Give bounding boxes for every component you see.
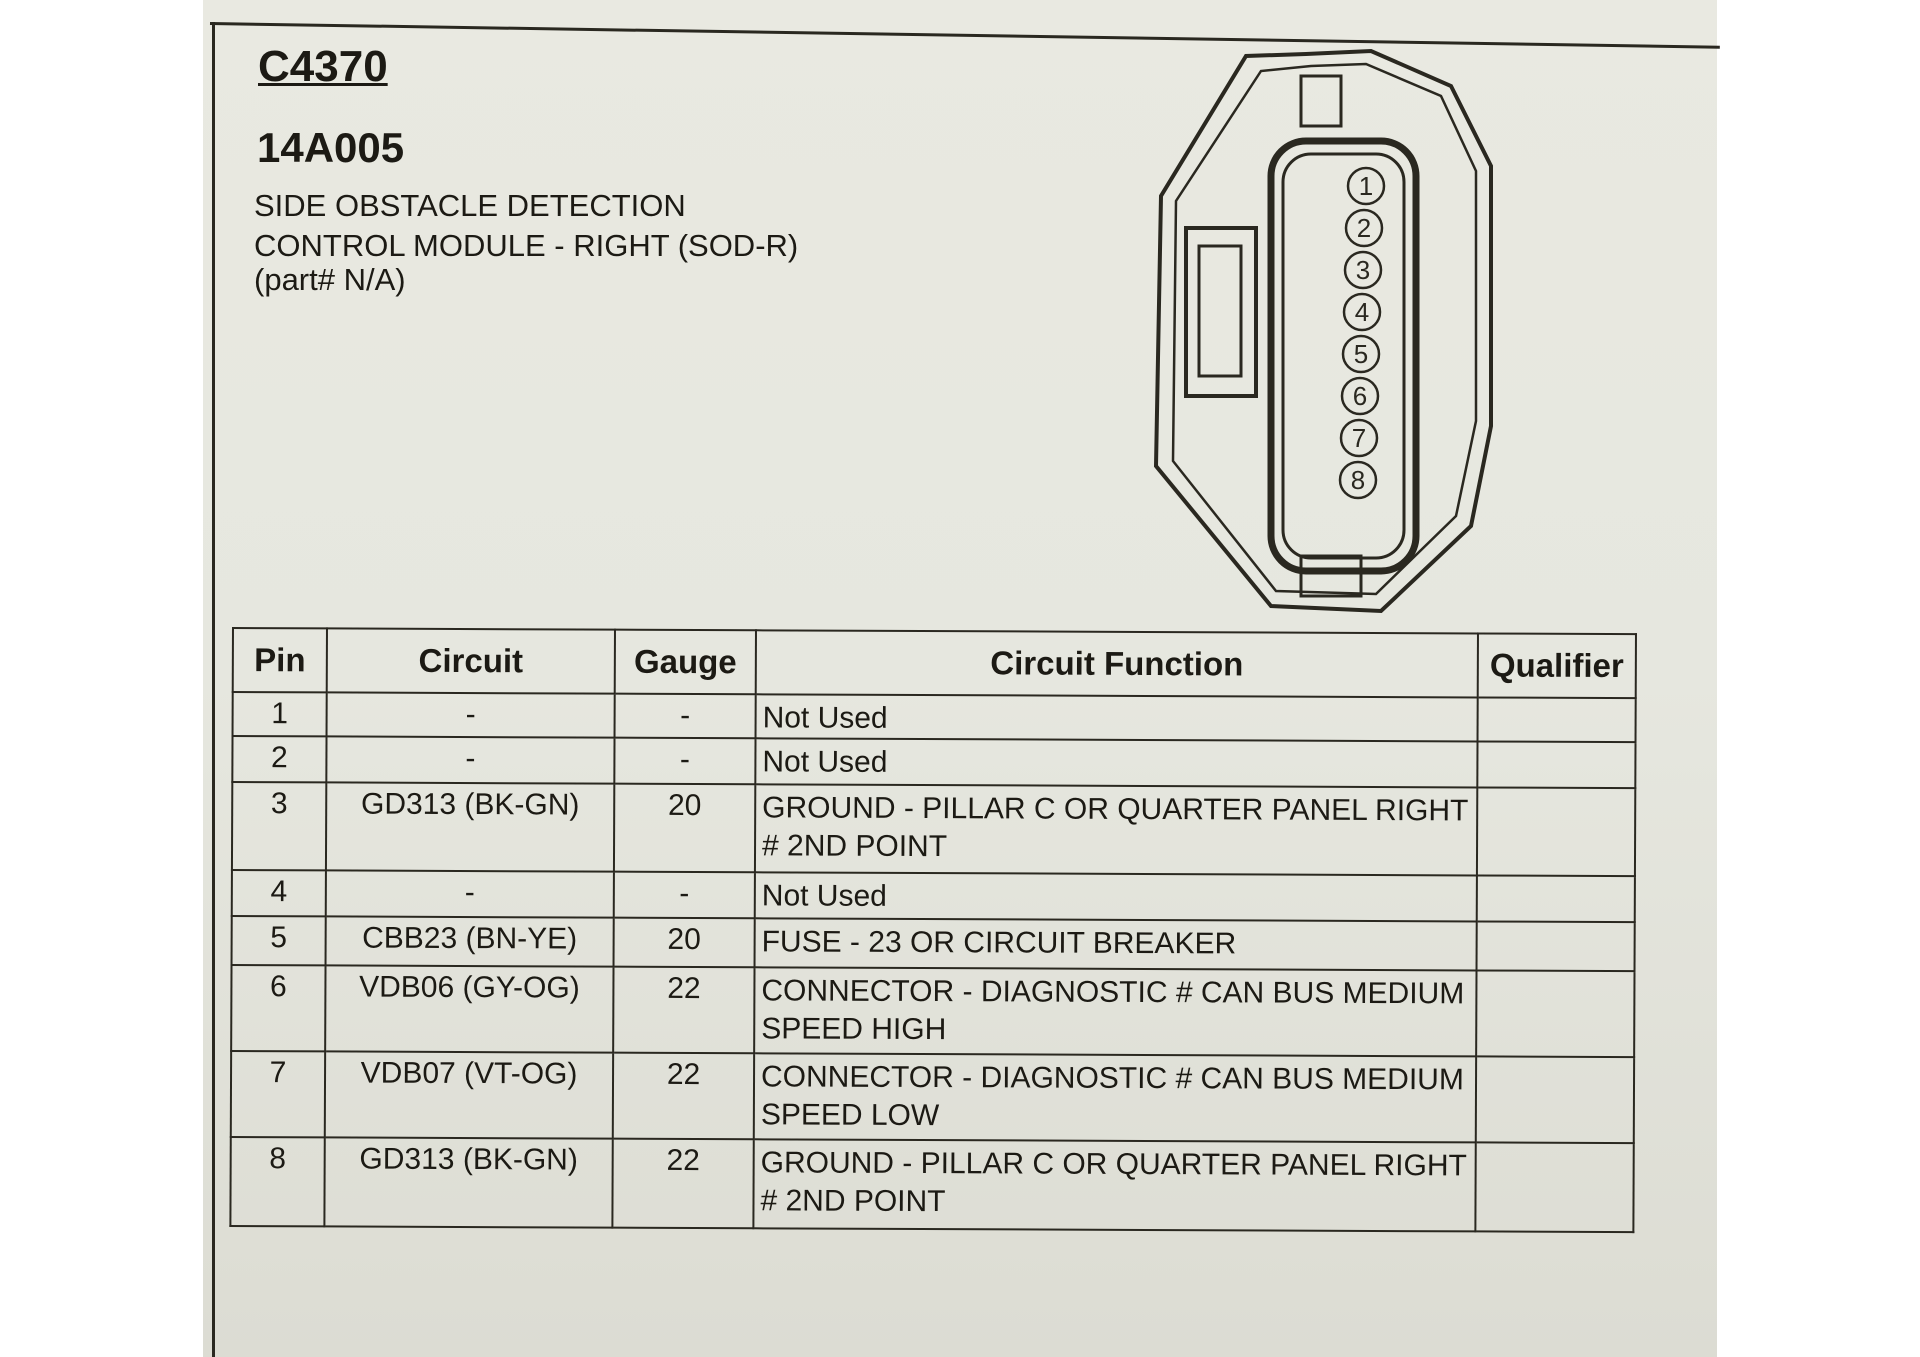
table-row: 8 GD313 (BK-GN) 22 GROUND - PILLAR C OR QUA… <box>230 1136 1634 1233</box>
svg-text:2: 2 <box>1357 213 1371 243</box>
cell-gauge: 22 <box>613 966 755 1054</box>
cell-function: Not Used <box>755 738 1478 788</box>
svg-text:1: 1 <box>1359 171 1373 201</box>
cell-function: FUSE - 23 OR CIRCUIT BREAKER <box>754 918 1477 971</box>
cell-circuit: VDB06 (GY-OG) <box>325 965 614 1053</box>
cell-pin: 4 <box>231 870 326 917</box>
cell-pin: 3 <box>231 782 327 871</box>
pin-7: 7 <box>1339 418 1379 458</box>
cell-gauge: 20 <box>613 783 756 873</box>
frame-border-left <box>212 22 215 1357</box>
svg-text:5: 5 <box>1354 339 1368 369</box>
header-gauge: Gauge <box>614 629 756 695</box>
cell-function: CONNECTOR - DIAGNOSTIC # CAN BUS MEDIUM … <box>754 967 1477 1057</box>
cell-circuit: GD313 (BK-GN) <box>324 1137 613 1228</box>
cell-function: GROUND - PILLAR C OR QUARTER PANEL RIGHT… <box>753 1139 1476 1232</box>
svg-text:6: 6 <box>1353 381 1367 411</box>
description-line: (part# N/A) <box>254 262 406 297</box>
cell-qualifier <box>1476 787 1636 877</box>
pin-3: 3 <box>1343 250 1383 290</box>
header-circuit-function: Circuit Function <box>755 630 1478 698</box>
cell-pin: 1 <box>232 692 327 737</box>
svg-text:8: 8 <box>1351 465 1365 495</box>
cell-circuit: GD313 (BK-GN) <box>325 782 615 872</box>
cell-qualifier <box>1477 741 1636 789</box>
pin-6: 6 <box>1340 376 1380 416</box>
table-row: 4- - Not Used <box>231 870 1635 923</box>
pin-5: 5 <box>1341 334 1381 374</box>
cell-function: GROUND - PILLAR C OR QUARTER PANEL RIGHT… <box>754 784 1478 876</box>
header-circuit: Circuit <box>326 628 615 694</box>
description-line: CONTROL MODULE - RIGHT (SOD-R) <box>254 228 799 263</box>
svg-text:3: 3 <box>1356 255 1370 285</box>
cell-pin: 7 <box>230 1051 326 1138</box>
cell-gauge: 20 <box>613 917 755 968</box>
cell-function: CONNECTOR - DIAGNOSTIC # CAN BUS MEDIUM … <box>753 1053 1477 1143</box>
component-number: 14A005 <box>257 124 405 171</box>
cell-qualifier <box>1477 697 1636 743</box>
cell-pin: 8 <box>230 1136 325 1227</box>
cell-gauge: 22 <box>612 1138 754 1229</box>
svg-text:4: 4 <box>1355 297 1369 327</box>
cell-qualifier <box>1475 1056 1635 1144</box>
cell-circuit: - <box>325 870 614 918</box>
description-line: SIDE OBSTACLE DETECTION <box>254 188 686 223</box>
cell-pin: 6 <box>231 965 326 1052</box>
cell-qualifier <box>1476 921 1635 972</box>
cell-qualifier <box>1476 970 1635 1058</box>
table-row: 6 VDB06 (GY-OG) 22 CONNECTOR - DIAGNOSTIC #… <box>231 965 1635 1058</box>
header-qualifier: Qualifier <box>1477 633 1636 699</box>
table-row: 1- - Not Used <box>232 692 1636 743</box>
connector-id: C4370 <box>258 42 388 91</box>
cell-circuit: CBB23 (BN-YE) <box>325 916 614 967</box>
cell-gauge: - <box>613 871 755 919</box>
cell-circuit: VDB07 (VT-OG) <box>324 1051 614 1139</box>
cell-gauge: - <box>614 693 756 739</box>
svg-text:7: 7 <box>1352 423 1366 453</box>
pinout-table: Pin Circuit Gauge Circuit Function Quali… <box>229 627 1637 1233</box>
connector-face-diagram: 1 2 3 4 5 6 7 8 <box>1153 48 1493 614</box>
table-row: 3 GD313 (BK-GN) 20 GROUND - PILLAR C OR QUA… <box>231 782 1636 877</box>
cell-circuit: - <box>326 736 615 784</box>
cell-function: Not Used <box>754 872 1477 922</box>
table-header-row: Pin Circuit Gauge Circuit Function Quali… <box>232 628 1636 699</box>
cell-circuit: - <box>326 692 615 738</box>
cell-pin: 2 <box>232 736 327 783</box>
cell-gauge: 22 <box>612 1052 755 1140</box>
cell-qualifier <box>1475 1142 1634 1233</box>
pin-2: 2 <box>1344 208 1384 248</box>
document-page <box>203 0 1717 1357</box>
table-row: 2- - Not Used <box>232 736 1636 789</box>
table-row: 7 VDB07 (VT-OG) 22 CONNECTOR - DIAGNOSTIC #… <box>230 1051 1635 1144</box>
cell-qualifier <box>1476 875 1635 923</box>
cell-pin: 5 <box>231 916 326 966</box>
header-pin: Pin <box>232 628 327 693</box>
cell-gauge: - <box>614 737 756 785</box>
pin-1: 1 <box>1346 166 1386 206</box>
pin-4: 4 <box>1342 292 1382 332</box>
cell-function: Not Used <box>755 694 1478 742</box>
pin-8: 8 <box>1338 460 1378 500</box>
table-row: 5 CBB23 (BN-YE) 20 FUSE - 23 OR CIRCUIT BRE… <box>231 916 1635 972</box>
